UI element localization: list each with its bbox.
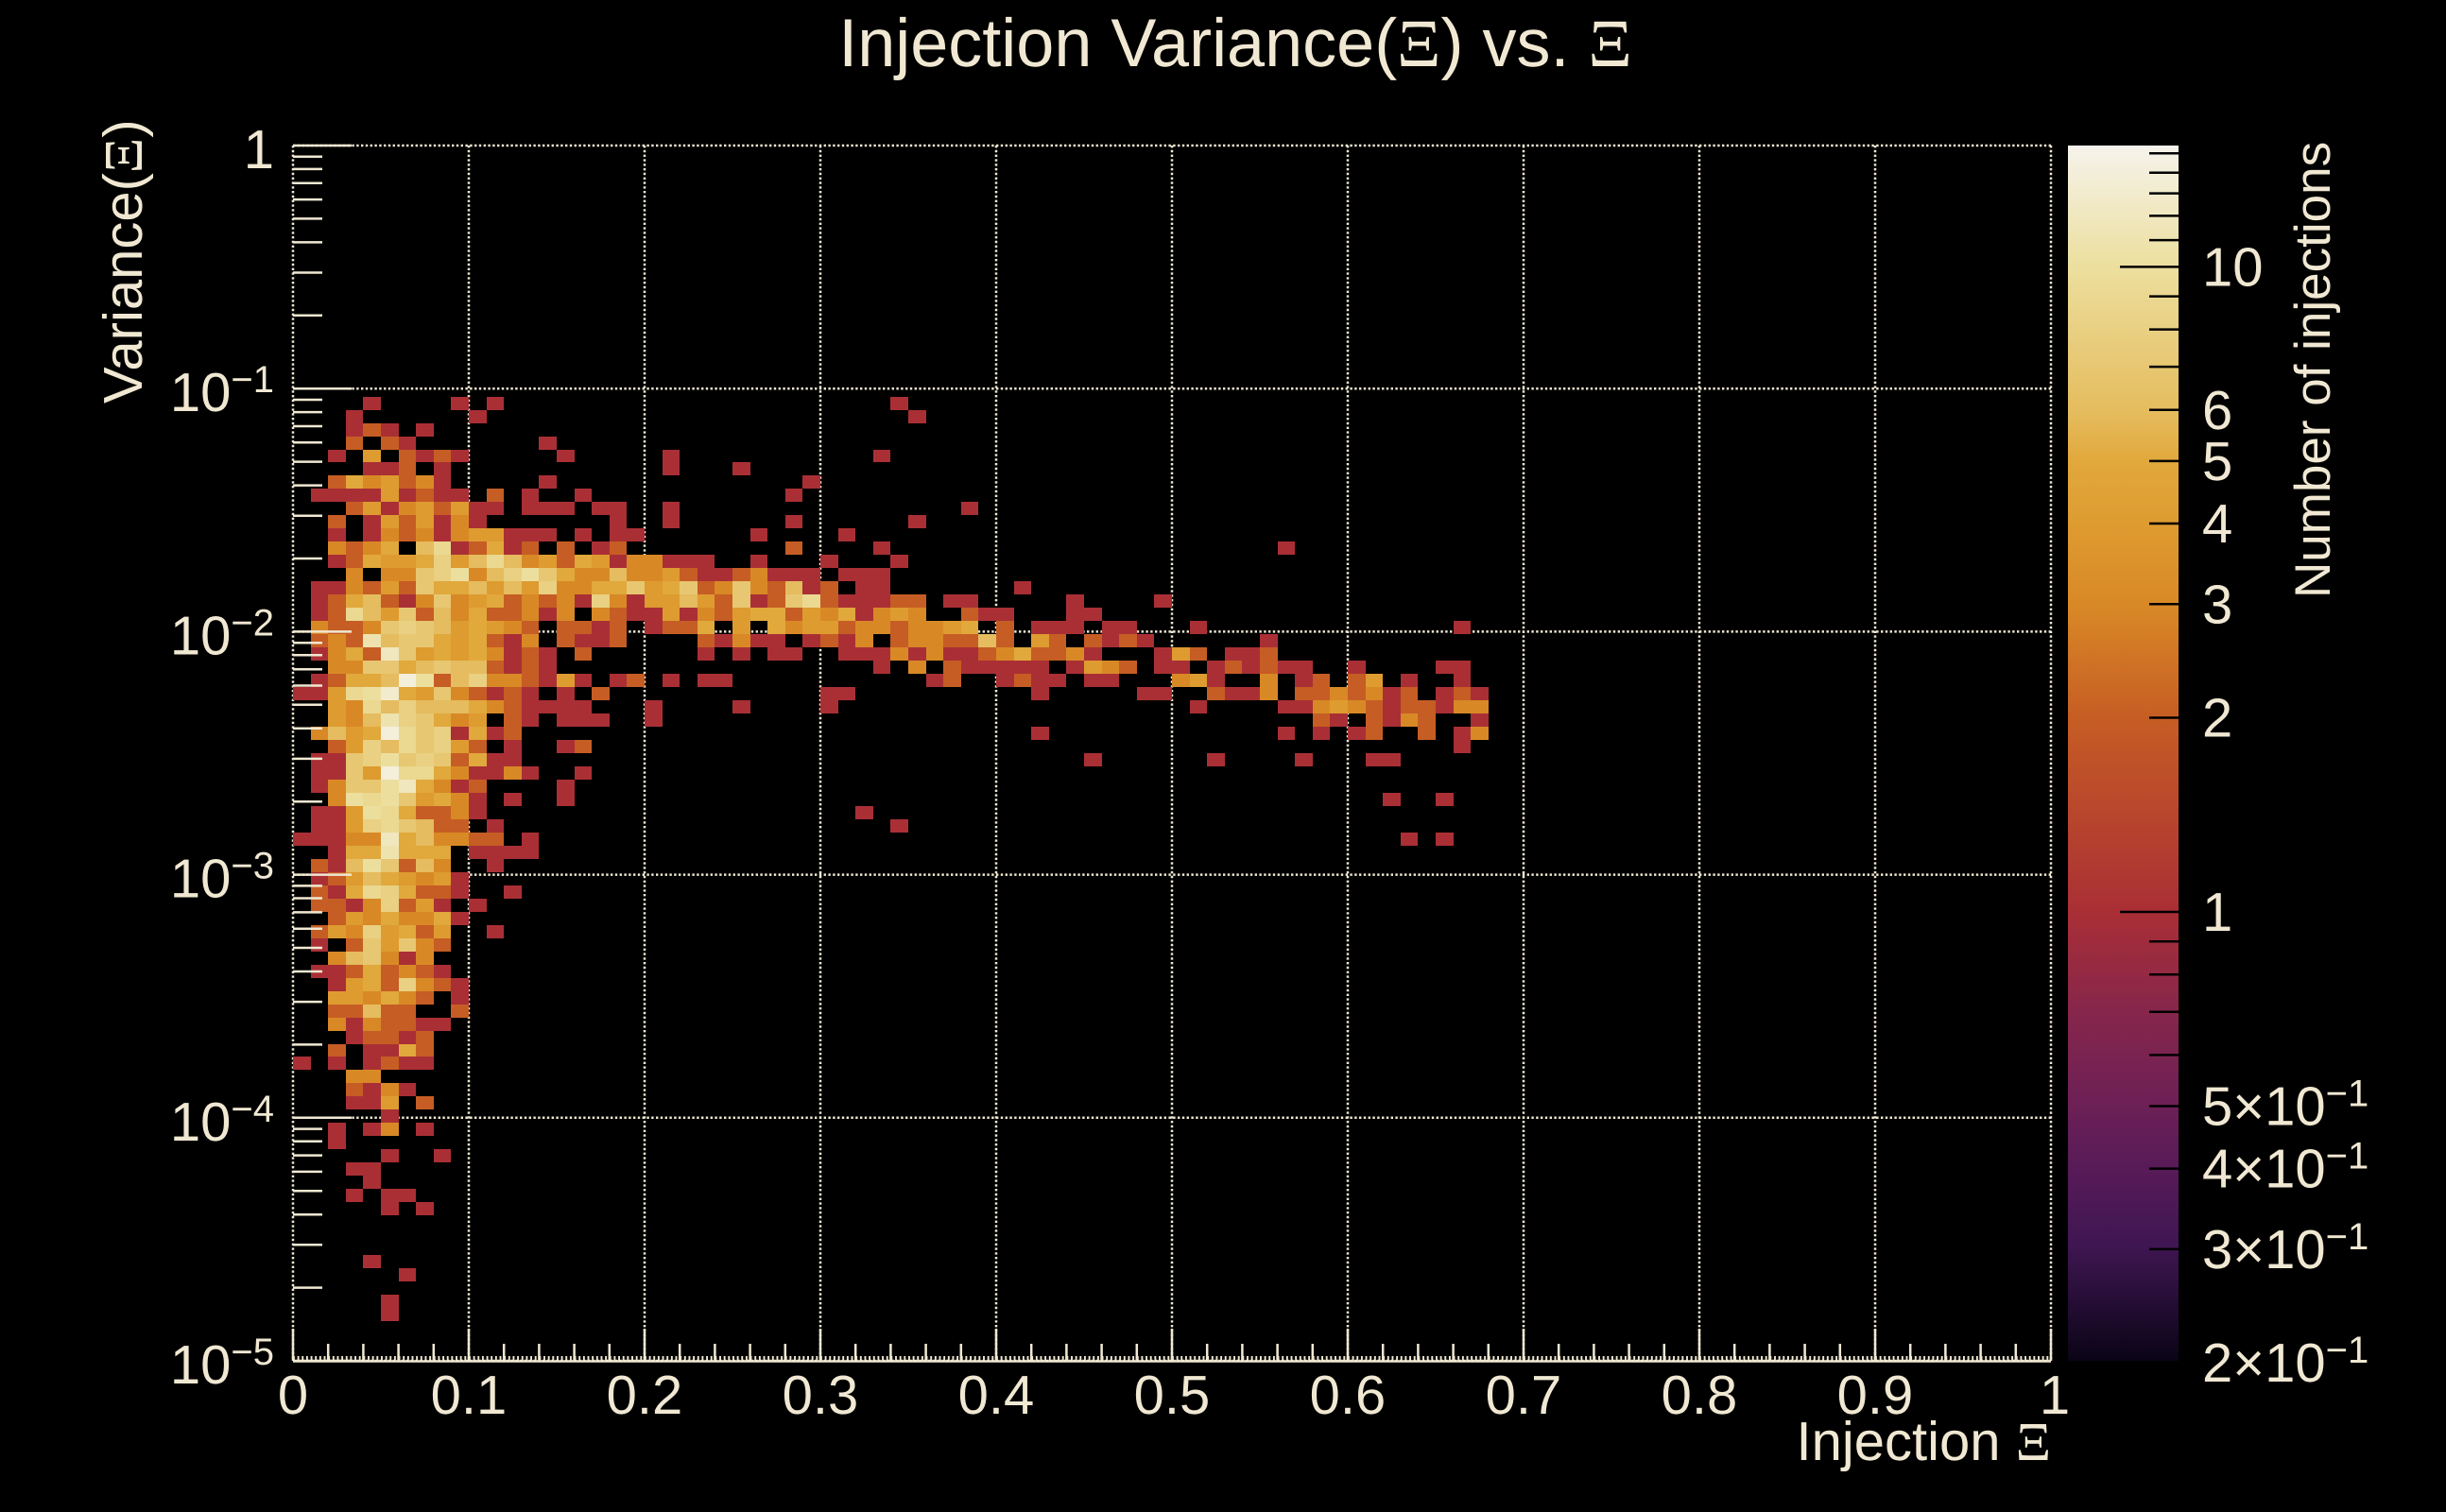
- svg-text:0.7: 0.7: [1486, 1365, 1562, 1426]
- svg-text:Injection Variance(Ξ) vs. Ξ: Injection Variance(Ξ) vs. Ξ: [838, 6, 1632, 81]
- svg-text:0.3: 0.3: [783, 1365, 859, 1426]
- svg-text:Injection Ξ: Injection Ξ: [1797, 1411, 2051, 1472]
- svg-text:1: 1: [2202, 882, 2232, 943]
- svg-text:0.6: 0.6: [1310, 1365, 1387, 1426]
- svg-text:6: 6: [2202, 380, 2232, 441]
- svg-text:Variance(Ξ): Variance(Ξ): [93, 119, 154, 404]
- svg-text:0: 0: [278, 1365, 308, 1426]
- svg-text:4: 4: [2202, 493, 2232, 555]
- svg-text:3: 3: [2202, 574, 2232, 635]
- svg-text:10: 10: [2202, 236, 2264, 298]
- svg-text:2: 2: [2202, 688, 2232, 749]
- svg-text:0.5: 0.5: [1134, 1365, 1211, 1426]
- svg-text:5: 5: [2202, 431, 2232, 492]
- svg-text:Number of injections: Number of injections: [2285, 142, 2341, 598]
- svg-text:1: 1: [244, 119, 274, 180]
- svg-text:1: 1: [2040, 1365, 2070, 1426]
- svg-text:0.9: 0.9: [1837, 1365, 1914, 1426]
- svg-text:0.1: 0.1: [431, 1365, 508, 1426]
- svg-text:0.2: 0.2: [607, 1365, 683, 1426]
- svg-text:0.8: 0.8: [1662, 1365, 1738, 1426]
- svg-text:0.4: 0.4: [958, 1365, 1035, 1426]
